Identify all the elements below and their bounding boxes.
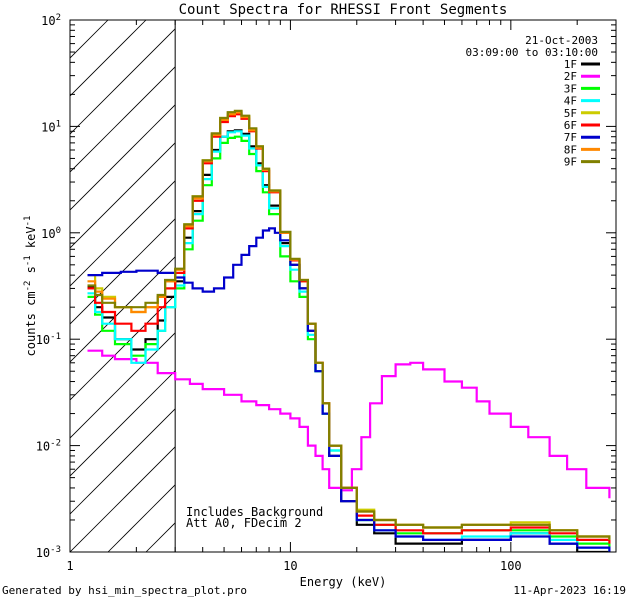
- hatched-region: [70, 20, 176, 552]
- legend-label: 4F: [564, 95, 577, 108]
- y-tick-label: 10-1: [36, 332, 61, 347]
- hatch-line: [70, 256, 176, 363]
- legend-label: 3F: [564, 82, 577, 95]
- hatch-line: [107, 484, 176, 552]
- x-axis-label: Energy (keV): [300, 575, 387, 589]
- hatch-line: [70, 332, 176, 439]
- hatch-line: [70, 446, 176, 552]
- legend-label: 2F: [564, 70, 577, 83]
- annotation-date: 21-Oct-2003: [525, 34, 598, 47]
- legend-label: 7F: [564, 131, 577, 144]
- series-line-7f: [87, 227, 611, 552]
- hatch-line: [70, 104, 176, 211]
- hatch-line: [70, 20, 71, 21]
- y-axis-label: counts cm-2 s-1 keV-1: [23, 216, 38, 357]
- y-tick-label: 10-2: [36, 439, 61, 454]
- annotation-background-note: Includes Background: [186, 505, 323, 519]
- chart-title: Count Spectra for RHESSI Front Segments: [179, 2, 508, 18]
- hatch-line: [70, 66, 176, 173]
- hatch-line: [70, 20, 147, 97]
- x-tick-label: 10: [283, 559, 297, 573]
- series-line-9f: [87, 109, 611, 540]
- x-tick-label: 1: [66, 559, 73, 573]
- y-tick-label: 10-3: [36, 545, 61, 560]
- legend-label: 5F: [564, 107, 577, 120]
- x-tick-label: 100: [500, 559, 522, 573]
- legend-label: 6F: [564, 119, 577, 132]
- hatch-line: [70, 408, 176, 515]
- footer-generator: Generated by hsi_min_spectra_plot.pro: [2, 584, 247, 597]
- series-layer: [87, 109, 611, 552]
- series-line-2f: [87, 349, 611, 499]
- y-tick-label: 101: [41, 119, 61, 134]
- annotation-time-range: 03:09:00 to 03:10:00: [466, 46, 598, 59]
- hatch-line: [70, 180, 176, 287]
- legend-label: 1F: [564, 58, 577, 71]
- axis-ticks: 1 10 100 102 101 100 10-1 10-2 10-3: [36, 13, 617, 573]
- y-tick-label: 102: [41, 13, 61, 28]
- hatch-line: [70, 28, 176, 135]
- y-tick-label: 100: [41, 226, 61, 241]
- plot-frame: [69, 19, 617, 553]
- hatch-line: [70, 218, 176, 325]
- hatch-line: [70, 142, 176, 249]
- legend-label: 8F: [564, 143, 577, 156]
- annotation-attenuator-note: Att A0, FDecim 2: [186, 516, 302, 530]
- footer-timestamp: 11-Apr-2023 16:19: [513, 584, 626, 597]
- hatch-line: [70, 370, 176, 477]
- legend-label: 9F: [564, 156, 577, 169]
